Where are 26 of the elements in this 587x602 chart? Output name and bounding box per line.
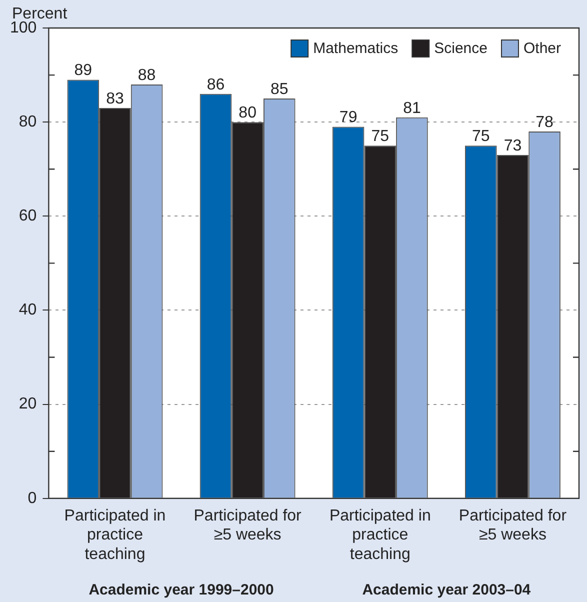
data-label: 75 bbox=[371, 128, 390, 146]
y-tick-label: 40 bbox=[18, 302, 37, 319]
y-tick-label: 20 bbox=[18, 396, 37, 413]
x-tick-label: Participated for ≥5 weeks bbox=[194, 507, 302, 544]
data-label: 86 bbox=[206, 76, 225, 94]
legend-label: Science bbox=[434, 40, 488, 58]
data-label: 81 bbox=[403, 100, 421, 117]
text: Academic year 2003–04 bbox=[362, 582, 532, 599]
x-tick-label: Participated for ≥5 weeks bbox=[458, 507, 568, 544]
data-label: 79 bbox=[339, 109, 358, 126]
data-label: 78 bbox=[536, 114, 554, 131]
data-label: 75 bbox=[472, 128, 490, 146]
x-tick-label: Participated in practice teaching bbox=[329, 507, 431, 563]
data-label: 88 bbox=[138, 66, 156, 84]
x-tick-label: Participated in practice teaching bbox=[64, 507, 166, 563]
legend-label: Mathematics bbox=[313, 40, 398, 58]
y-tick-label: 60 bbox=[18, 208, 37, 225]
data-label: 89 bbox=[74, 62, 92, 80]
data-label: 73 bbox=[504, 137, 522, 154]
data-label: 85 bbox=[270, 80, 288, 98]
data-label: 80 bbox=[238, 104, 257, 122]
legend-label: Other bbox=[523, 40, 562, 58]
y-tick-label: 0 bbox=[28, 490, 37, 507]
y-tick-label: 80 bbox=[18, 113, 37, 130]
data-label: 83 bbox=[106, 90, 124, 108]
text: Academic year 1999–2000 bbox=[88, 582, 274, 599]
